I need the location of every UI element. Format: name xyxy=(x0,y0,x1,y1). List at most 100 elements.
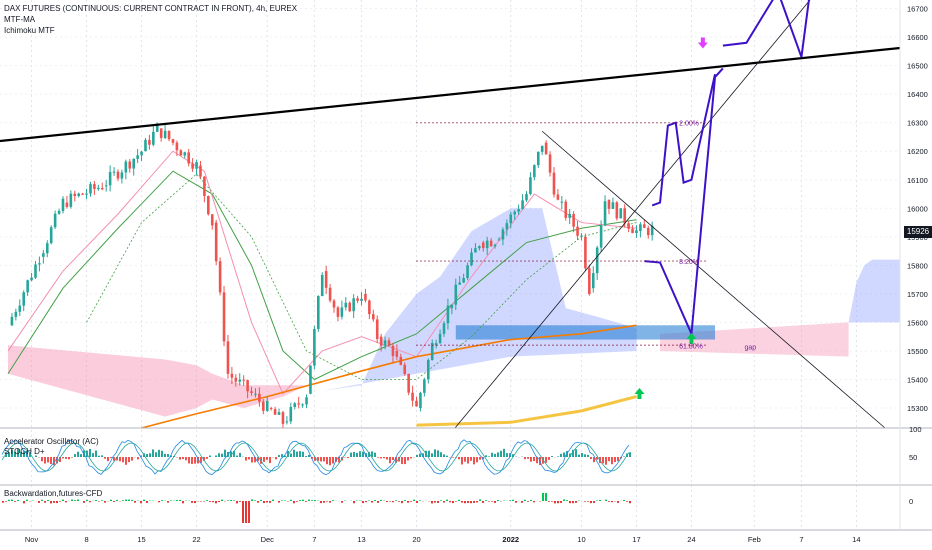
ac-bar xyxy=(188,457,190,464)
candle-body xyxy=(407,373,410,393)
candle-body xyxy=(611,202,615,209)
candle-body xyxy=(124,161,128,173)
ac-bar xyxy=(524,457,526,460)
candle-body xyxy=(580,235,583,237)
backwardation-bar xyxy=(521,501,523,503)
ac-bar xyxy=(533,457,535,462)
backwardation-bar xyxy=(257,501,259,503)
ac-bar xyxy=(437,450,439,457)
ac-bar xyxy=(119,457,121,462)
candle-body xyxy=(179,150,183,156)
ac-bar xyxy=(266,457,268,460)
backwardation-bar xyxy=(575,501,577,503)
backwardation-bar xyxy=(308,499,310,501)
candle-body xyxy=(171,139,175,143)
ac-bar xyxy=(323,457,325,462)
backwardation-bar xyxy=(449,501,451,503)
ac-bar xyxy=(299,451,301,457)
backwardation-bar xyxy=(17,499,19,501)
backwardation-bar xyxy=(446,499,448,501)
indicator-mtf-ma[interactable]: MTF-MA xyxy=(4,15,36,24)
backwardation-bar xyxy=(59,501,61,502)
up-arrow-icon xyxy=(686,332,697,344)
candle-body xyxy=(159,128,163,138)
ac-bar xyxy=(14,451,16,457)
ac-bar xyxy=(386,457,388,460)
candlesticks xyxy=(10,122,654,429)
backwardation-bar xyxy=(509,500,511,501)
backwardation-bar xyxy=(488,501,490,502)
ac-bar xyxy=(527,457,529,459)
backwardation-bar xyxy=(230,500,232,501)
ac-bar xyxy=(326,457,328,465)
ac-bar xyxy=(107,457,109,462)
ac-bar xyxy=(443,454,445,457)
candle-body xyxy=(77,193,81,196)
y-tick-label: 16400 xyxy=(907,90,928,99)
ac-bar xyxy=(614,457,616,463)
ac-bar xyxy=(269,457,271,464)
backwardation-bar xyxy=(320,501,322,504)
x-tick-label: 8 xyxy=(84,535,88,544)
backwardation-bar xyxy=(557,501,559,504)
candle-body xyxy=(430,342,434,360)
price-axis[interactable]: 1530015400155001560015700158001590016000… xyxy=(899,0,928,530)
candle-body xyxy=(368,300,371,315)
backwardation-bar xyxy=(587,501,589,502)
ac-bar xyxy=(125,457,127,465)
backwardation-bar xyxy=(104,501,106,503)
ac-bar xyxy=(560,453,562,457)
backwardation-bar xyxy=(416,501,418,503)
candle-body xyxy=(305,397,308,405)
ac-bar xyxy=(236,455,238,457)
backwardation-bar xyxy=(479,499,481,501)
backwardation-bar xyxy=(254,500,256,501)
ac-bar xyxy=(551,456,553,457)
stoch-line xyxy=(1,439,630,476)
ac-bar xyxy=(548,457,550,460)
backwardation-label[interactable]: Backwardation,futures-CFD xyxy=(4,489,103,498)
candle-body xyxy=(356,298,359,301)
backwardation-bar xyxy=(101,500,103,501)
ac-bar xyxy=(290,453,292,457)
candle-body xyxy=(14,311,18,317)
ac-bar xyxy=(182,457,184,460)
ac-bar xyxy=(167,454,169,457)
candle-body xyxy=(191,163,194,169)
drawings[interactable] xyxy=(0,0,901,429)
ac-bar xyxy=(374,452,376,457)
indicator-ichimoku[interactable]: Ichimoku MTF xyxy=(4,26,55,35)
backwardation-bar xyxy=(374,500,376,501)
ac-bar xyxy=(275,457,277,460)
ac-bar xyxy=(248,457,250,460)
backwardation-bar xyxy=(452,501,454,504)
projection-path[interactable] xyxy=(634,0,810,400)
backwardation-bar xyxy=(485,500,487,501)
backwardation-bar xyxy=(215,501,217,504)
ac-bar xyxy=(464,457,466,462)
candle-body xyxy=(383,340,387,346)
candle-body xyxy=(26,280,29,293)
ac-bar xyxy=(557,456,559,457)
time-axis[interactable]: Nov 8 15 22 Dec 7 13 20 2022 10 17 24 Feb 7 14 xyxy=(25,535,861,544)
ac-bar xyxy=(419,453,421,457)
stoch-label[interactable]: STOCH D+ xyxy=(4,447,45,456)
candle-body xyxy=(262,401,265,411)
backwardation-bar xyxy=(14,501,16,502)
backwardation-bar xyxy=(167,501,169,503)
backwardation-bar xyxy=(476,501,478,503)
backwardation-bar xyxy=(437,501,439,503)
backwardation-bar xyxy=(593,501,595,503)
backwardation-bar xyxy=(626,501,628,502)
backwardation-bar xyxy=(572,501,574,504)
oscillator-label[interactable]: Accelerator Oscillator (AC) xyxy=(4,437,99,446)
backwardation-bar xyxy=(467,501,469,504)
backwardation-bar xyxy=(584,501,586,502)
candle-body xyxy=(423,379,426,393)
backwardation-bar xyxy=(377,501,379,503)
candle-body xyxy=(360,298,363,301)
ac-bar xyxy=(593,457,595,463)
backwardation-bar xyxy=(98,501,100,502)
backwardation-bar xyxy=(272,499,274,501)
